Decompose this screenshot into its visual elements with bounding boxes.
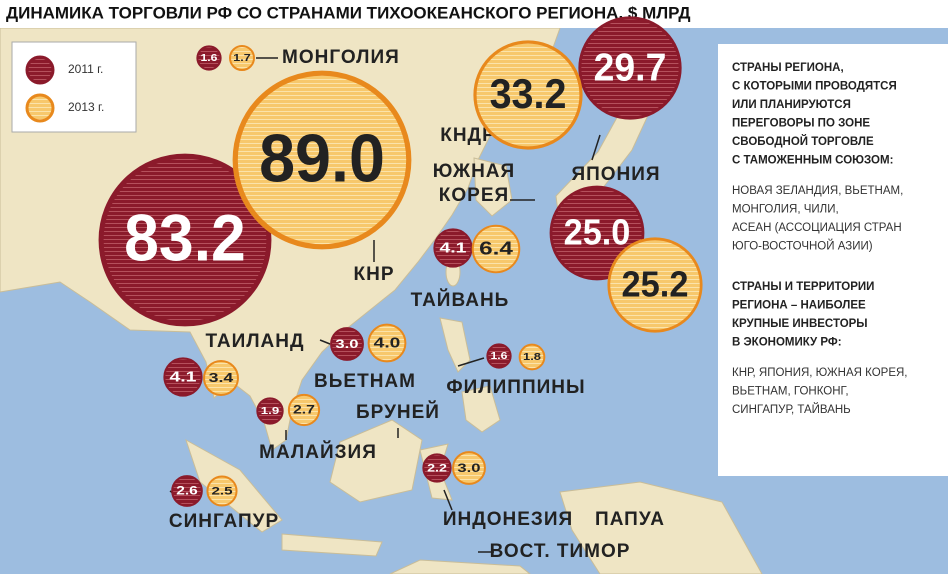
trade-bubble — [330, 327, 364, 361]
legend-swatch — [25, 93, 55, 123]
place-name: СИНГАПУР — [169, 511, 279, 532]
place-name: КНР — [354, 264, 395, 285]
title-bar — [0, 0, 948, 28]
panel-heading: СТРАНЫ И ТЕРРИТОРИИ — [732, 281, 874, 293]
bubble-label: 2.5 — [211, 486, 232, 498]
bubble-label: 3.0 — [457, 461, 480, 475]
trade-bubble — [422, 453, 452, 483]
panel-heading: СВОБОДНОЙ ТОРГОВЛЕ — [732, 135, 874, 148]
bubble-label: 25.0 — [564, 212, 631, 252]
trade-bubble — [433, 228, 473, 268]
bubble-label: 4.1 — [439, 241, 466, 257]
place-name: ТАЙВАНЬ — [411, 289, 510, 311]
bubble-label: 2.6 — [176, 486, 198, 498]
panel-text: ЮГО-ВОСТОЧНОЙ АЗИИ) — [732, 240, 873, 253]
panel-text: КНР, ЯПОНИЯ, ЮЖНАЯ КОРЕЯ, — [732, 367, 908, 379]
place-name: ВЬЕТНАМ — [314, 371, 416, 392]
panel-text: ВЬЕТНАМ, ГОНКОНГ, — [732, 386, 849, 398]
panel-heading: РЕГИОНА – НАИБОЛЕЕ — [732, 300, 866, 312]
place-name: ВОСТ. ТИМОР — [490, 541, 631, 562]
panel-heading: В ЭКОНОМИКУ РФ: — [732, 337, 842, 349]
trade-bubble — [518, 343, 546, 371]
bubble-label: 89.0 — [259, 121, 385, 196]
place-name: ФИЛИППИНЫ — [446, 377, 585, 398]
bubble-label: 29.7 — [594, 46, 667, 89]
place-name: БРУНЕЙ — [356, 401, 440, 423]
place-name: ИНДОНЕЗИЯ — [443, 509, 573, 530]
trade-bubble — [486, 343, 512, 369]
panel-text: СИНГАПУР, ТАЙВАНЬ — [732, 403, 851, 416]
place-name: МАЛАЙЗИЯ — [259, 441, 377, 463]
trade-bubble — [607, 237, 703, 333]
trade-bubble — [203, 360, 239, 396]
bubble-label: 1.6 — [491, 351, 508, 362]
bubble-label: 1.9 — [261, 406, 280, 417]
panel-text: НОВАЯ ЗЕЛАНДИЯ, ВЬЕТНАМ, — [732, 185, 903, 197]
bubble-label: 2.7 — [293, 404, 316, 417]
trade-bubble — [367, 323, 407, 363]
legend-swatch — [25, 55, 55, 85]
place-name: ТАИЛАНД — [205, 331, 304, 352]
place-name: КНДР — [440, 125, 496, 146]
trade-bubble — [232, 70, 412, 250]
trade-bubble — [473, 40, 583, 150]
trade-bubble — [229, 45, 255, 71]
leader-line — [443, 489, 453, 511]
bubble-label: 1.6 — [201, 53, 218, 64]
bubble-label: 4.1 — [169, 370, 196, 386]
trade-bubble — [287, 393, 321, 427]
trade-bubble — [471, 224, 521, 274]
land — [0, 27, 763, 575]
leader-line — [457, 357, 485, 367]
place-name: ПАПУА — [595, 509, 665, 530]
trade-bubble — [98, 153, 272, 327]
bubble-label: 3.4 — [209, 370, 234, 385]
bubble-label: 6.4 — [479, 239, 513, 259]
trade-bubble — [196, 45, 222, 71]
bubble-label: 2.2 — [427, 462, 447, 474]
trade-bubble — [452, 451, 486, 485]
panel-heading: С ТАМОЖЕННЫМ СОЮЗОМ: — [732, 155, 893, 167]
place-name: ЯПОНИЯ — [571, 164, 660, 185]
panel-heading: ИЛИ ПЛАНИРУЮТСЯ — [732, 99, 851, 111]
panel-heading: СТРАНЫ РЕГИОНА, — [732, 62, 844, 74]
place-name: МОНГОЛИЯ — [282, 47, 400, 68]
trade-bubble — [206, 475, 238, 507]
leader-line — [319, 339, 331, 345]
place-name: ЮЖНАЯ — [433, 161, 515, 182]
place-name: КОРЕЯ — [439, 185, 509, 206]
legend-label: 2011 г. — [68, 62, 103, 76]
trade-bubble — [578, 16, 682, 120]
title: ДИНАМИКА ТОРГОВЛИ РФ СО СТРАНАМИ ТИХООКЕ… — [6, 3, 691, 22]
bubble-label: 33.2 — [490, 71, 567, 117]
panel-heading: ПЕРЕГОВОРЫ ПО ЗОНЕ — [732, 118, 870, 130]
bubble-label: 4.0 — [374, 336, 401, 352]
trade-bubble — [256, 397, 284, 425]
bubble-label: 83.2 — [124, 202, 246, 275]
panel-heading: КРУПНЫЕ ИНВЕСТОРЫ — [732, 318, 868, 330]
bubble-label: 25.2 — [622, 263, 689, 304]
trade-bubble — [171, 475, 203, 507]
bubble-label: 1.8 — [523, 352, 541, 363]
side-panel — [718, 44, 948, 476]
panel-text: МОНГОЛИЯ, ЧИЛИ, — [732, 204, 839, 216]
bubble-label: 1.7 — [233, 53, 251, 64]
trade-bubble — [163, 357, 203, 397]
panel-text: АСЕАН (АССОЦИАЦИЯ СТРАН — [732, 222, 902, 234]
leader-line — [591, 134, 601, 161]
panel-heading: С КОТОРЫМИ ПРОВОДЯТСЯ — [732, 81, 897, 93]
legend-label: 2013 г. — [68, 100, 104, 114]
bubble-label: 3.0 — [335, 337, 358, 351]
